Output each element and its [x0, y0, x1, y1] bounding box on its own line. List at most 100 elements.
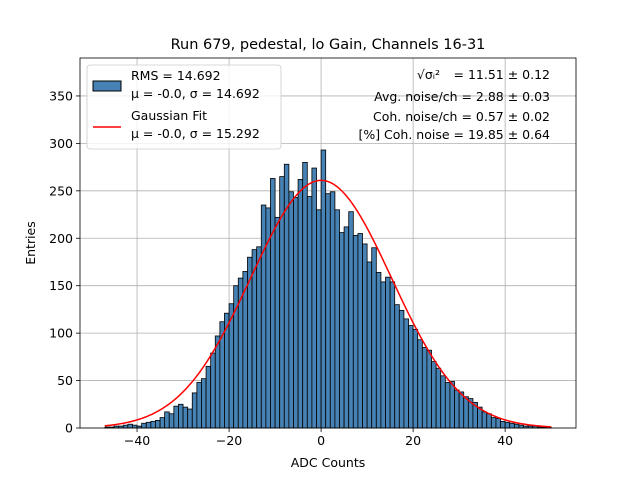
histogram-bar	[293, 197, 299, 429]
x-axis-label: ADC Counts	[291, 455, 366, 470]
histogram-bar	[173, 405, 179, 429]
y-tick-label: 350	[49, 88, 73, 103]
histogram-bar	[490, 417, 497, 429]
histogram-bar	[458, 391, 465, 429]
histogram-bar	[500, 420, 506, 429]
histogram-bar	[283, 163, 290, 429]
histogram-bar	[191, 392, 198, 429]
legend-box	[86, 64, 282, 150]
annotation-avg-noise: Avg. noise/ch = 2.88 ± 0.03	[374, 89, 550, 104]
histogram-bar	[122, 424, 129, 429]
histogram-bar	[306, 196, 313, 429]
annotation-coh-noise-percent: [%] Coh. noise = 19.85 ± 0.64	[358, 127, 550, 142]
x-tick-label: 20	[405, 433, 421, 448]
histogram-bar	[316, 209, 322, 429]
histogram-bar	[426, 349, 432, 429]
histogram-bar	[132, 424, 138, 429]
histogram-bar	[417, 339, 423, 429]
histogram-bar	[168, 413, 175, 429]
legend-rms-stats: μ = -0.0, σ = 14.692	[131, 86, 260, 101]
histogram-bar	[178, 403, 184, 429]
histogram-bar	[352, 235, 359, 429]
histogram-bar	[495, 418, 501, 429]
histogram-bar	[297, 179, 304, 429]
histogram-bar	[182, 406, 189, 429]
histogram-bar	[270, 178, 276, 429]
x-tick-label: −40	[124, 433, 150, 448]
legend-rms-label: RMS = 14.692	[131, 68, 221, 83]
histogram-bars	[104, 149, 552, 429]
y-tick-label: 250	[49, 183, 73, 198]
histogram-bar	[375, 272, 382, 429]
histogram-bar	[210, 352, 216, 429]
histogram-bar	[366, 261, 373, 429]
histogram-bar	[288, 191, 294, 429]
histogram-bar	[403, 318, 409, 429]
histogram-bar	[421, 346, 428, 429]
histogram-bar	[385, 276, 391, 429]
gaussian-fit-line	[104, 179, 552, 428]
histogram-bar	[362, 243, 368, 429]
histogram-bar	[343, 226, 350, 429]
histogram-bar	[329, 191, 336, 429]
histogram-bar	[256, 246, 262, 429]
axis-ticks: −40 −20 0 20 40 0 50 100 150 200 250 300 350	[49, 88, 513, 448]
annotation-sigma-symbol: √σᵢ²	[417, 67, 440, 82]
y-tick-label: 200	[49, 231, 73, 246]
histogram-bar	[454, 389, 460, 429]
histogram-bar	[155, 420, 161, 429]
x-tick-label: 0	[317, 433, 325, 448]
histogram-bar	[444, 382, 451, 429]
y-tick-label: 0	[65, 421, 73, 436]
histogram-bar	[164, 411, 170, 429]
histogram-bar	[440, 375, 446, 429]
histogram-bar	[486, 413, 492, 429]
histogram-bar	[159, 417, 166, 429]
y-tick-label: 300	[49, 136, 73, 151]
y-tick-label: 100	[49, 326, 73, 341]
histogram-bar	[187, 408, 193, 429]
histogram-bar	[325, 193, 331, 429]
histogram-bar	[302, 161, 308, 429]
histogram-bar	[357, 233, 363, 429]
y-tick-label: 150	[49, 278, 73, 293]
histogram-bar	[145, 421, 152, 429]
histogram-bar	[389, 281, 396, 429]
histogram-bar	[371, 247, 377, 429]
y-tick-label: 50	[57, 373, 73, 388]
stats-annotations: √σᵢ² = 11.51 ± 0.12 Avg. noise/ch = 2.88…	[358, 67, 550, 142]
histogram-bar	[150, 420, 156, 429]
histogram-bar	[509, 422, 515, 429]
legend-fit-label: Gaussian Fit	[131, 108, 207, 123]
histogram-bar	[311, 167, 317, 429]
histogram-bar	[431, 361, 437, 429]
histogram-bar	[380, 281, 386, 429]
histogram-bar	[260, 204, 267, 429]
histogram-bar	[274, 216, 281, 429]
histogram-bar	[205, 365, 212, 429]
plot-frame	[79, 57, 577, 429]
x-tick-label: −20	[216, 433, 242, 448]
chart-title: Run 679, pedestal, lo Gain, Channels 16-…	[171, 37, 486, 53]
legend-fit-stats: μ = -0.0, σ = 15.292	[131, 126, 260, 141]
histogram-bar	[242, 271, 248, 429]
histogram-bar	[127, 423, 133, 429]
legend-histogram-swatch	[92, 80, 122, 92]
histogram-bar	[481, 411, 488, 429]
histogram-bar	[504, 421, 511, 429]
legend: RMS = 14.692 μ = -0.0, σ = 14.692 Gaussi…	[86, 64, 282, 150]
histogram-bar	[214, 335, 221, 429]
histogram-bar	[201, 378, 207, 429]
histogram-bar	[339, 232, 345, 429]
histogram-bar	[412, 328, 419, 429]
histogram-bar	[348, 211, 354, 429]
histogram-bar	[408, 325, 414, 429]
histogram-bar	[334, 209, 340, 429]
histogram-bar	[463, 396, 469, 429]
y-axis-label: Entries	[23, 221, 38, 265]
histogram-bar	[320, 149, 327, 429]
histogram-bar	[518, 424, 524, 429]
x-tick-label: 40	[497, 433, 513, 448]
histogram-bar	[196, 382, 202, 429]
